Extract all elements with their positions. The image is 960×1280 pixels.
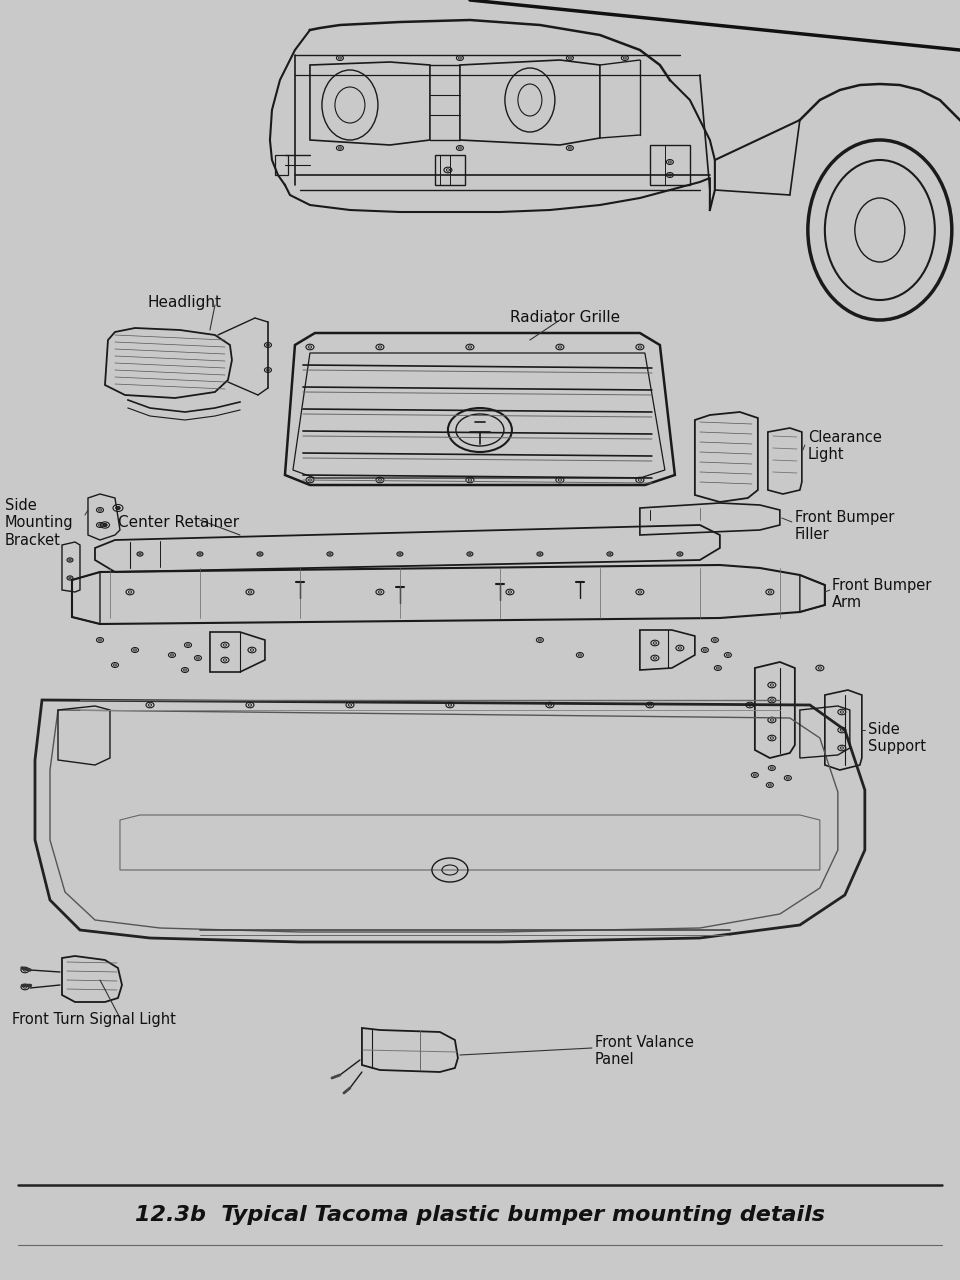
Text: Side
Support: Side Support bbox=[868, 722, 925, 754]
Text: Front Bumper
Arm: Front Bumper Arm bbox=[832, 579, 931, 611]
Text: Center Retainer: Center Retainer bbox=[118, 515, 239, 530]
Text: Front Valance
Panel: Front Valance Panel bbox=[595, 1036, 694, 1068]
Text: Radiator Grille: Radiator Grille bbox=[510, 310, 620, 325]
Text: 12.3b  Typical Tacoma plastic bumper mounting details: 12.3b Typical Tacoma plastic bumper moun… bbox=[135, 1204, 825, 1225]
Text: Headlight: Headlight bbox=[148, 294, 222, 310]
Text: Front Bumper
Filler: Front Bumper Filler bbox=[795, 509, 894, 543]
Text: Side
Mounting
Bracket: Side Mounting Bracket bbox=[5, 498, 74, 548]
Text: Front Turn Signal Light: Front Turn Signal Light bbox=[12, 1012, 176, 1027]
Text: Clearance
Light: Clearance Light bbox=[808, 430, 881, 462]
